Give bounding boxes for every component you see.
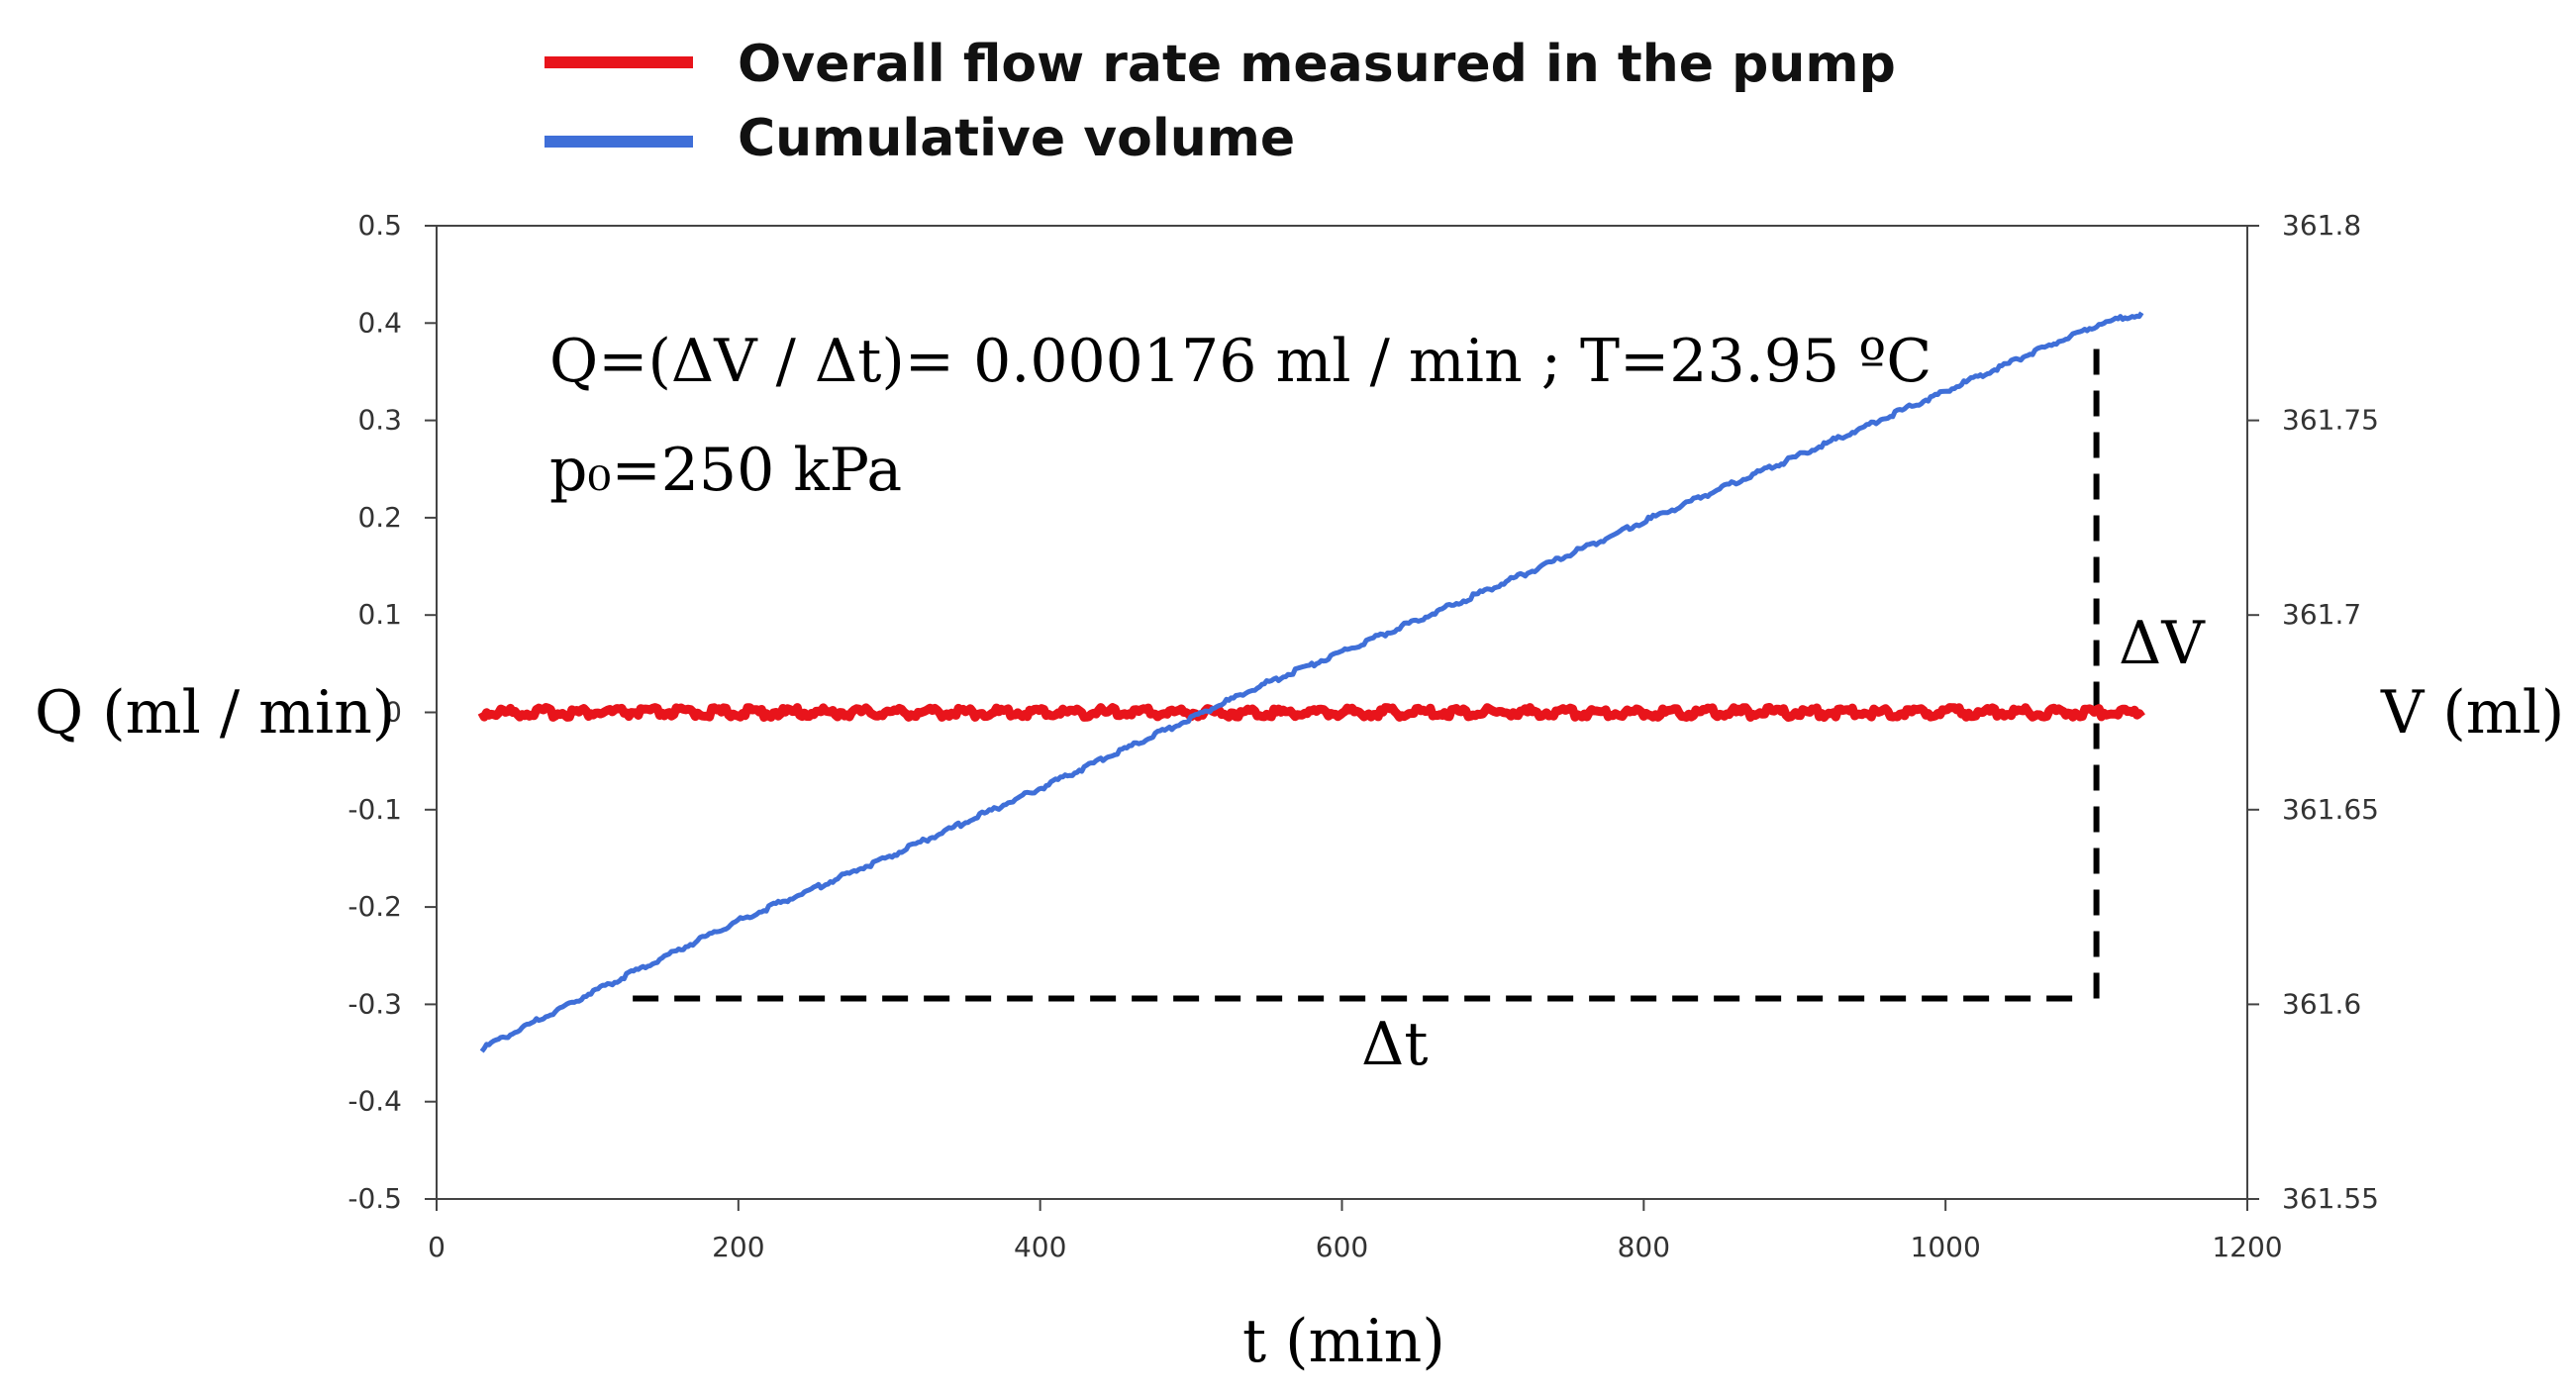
delta-guides xyxy=(633,335,2100,1002)
legend-label-flow-rate: Overall flow rate measured in the pump xyxy=(738,35,1896,94)
x-tick-label: 800 xyxy=(1618,1231,1670,1263)
left-tick-label: 0.2 xyxy=(357,501,402,534)
right-tick-label: 361.75 xyxy=(2282,404,2379,437)
right-tick-label: 361.55 xyxy=(2282,1182,2379,1215)
left-tick-label: 0.3 xyxy=(357,404,402,437)
legend: Overall flow rate measured in the pump C… xyxy=(545,35,1896,168)
x-tick-label: 0 xyxy=(428,1231,446,1263)
right-tick-label: 361.8 xyxy=(2282,209,2361,242)
delta-v-label: ΔV xyxy=(2119,609,2206,678)
bottom-axis-ticks: 0 200 400 600 800 1000 1200 xyxy=(428,1199,2283,1263)
left-tick-label: -0.1 xyxy=(347,793,402,826)
x-tick-label: 400 xyxy=(1014,1231,1066,1263)
right-tick-label: 361.65 xyxy=(2282,793,2379,826)
x-tick-label: 200 xyxy=(712,1231,764,1263)
x-tick-label: 600 xyxy=(1316,1231,1368,1263)
right-tick-label: 361.7 xyxy=(2282,598,2361,631)
right-tick-label: 361.6 xyxy=(2282,987,2361,1020)
left-tick-label: 0.4 xyxy=(357,306,402,339)
formula-annotation: Q=(ΔV / Δt)= 0.000176 ml / min ; T=23.95… xyxy=(549,327,1932,396)
left-tick-label: 0 xyxy=(384,696,402,729)
pressure-annotation: p₀=250 kPa xyxy=(549,436,902,505)
left-tick-label: -0.3 xyxy=(347,987,402,1020)
left-tick-label: 0.1 xyxy=(357,598,402,631)
left-axis-ticks: 0.5 0.4 0.3 0.2 0.1 0 -0.1 -0.2 -0.3 -0.4 -0.5 xyxy=(347,209,437,1215)
right-axis-ticks: 361.8 361.75 361.7 361.65 361.6 361.55 xyxy=(2247,209,2379,1215)
left-tick-label: -0.5 xyxy=(347,1182,402,1215)
x-axis-title: t (min) xyxy=(1242,1307,1445,1376)
series-layer xyxy=(477,311,2145,1053)
left-tick-label: -0.4 xyxy=(347,1085,402,1118)
left-axis-title: Q (ml / min) xyxy=(35,678,395,748)
right-axis-title: V (ml) xyxy=(2380,678,2564,748)
left-tick-label: 0.5 xyxy=(357,209,402,242)
series-cumulative-volume-line xyxy=(479,311,2144,1053)
x-tick-label: 1200 xyxy=(2212,1231,2282,1263)
left-tick-label: -0.2 xyxy=(347,890,402,923)
legend-label-cumulative-volume: Cumulative volume xyxy=(738,109,1295,168)
x-tick-label: 1000 xyxy=(1911,1231,1981,1263)
delta-t-label: Δt xyxy=(1361,1010,1428,1079)
series-flow-rate-line xyxy=(477,703,2145,722)
